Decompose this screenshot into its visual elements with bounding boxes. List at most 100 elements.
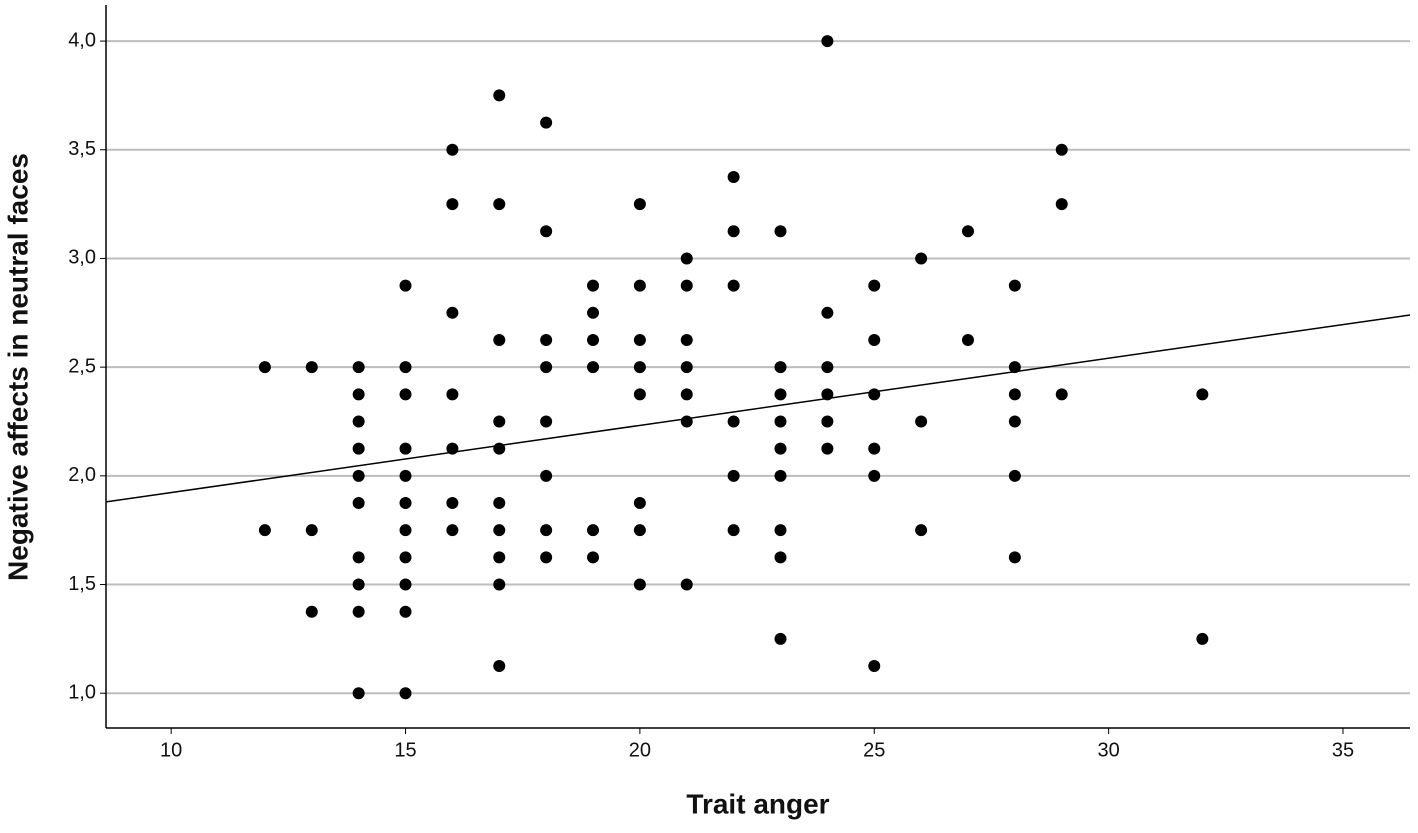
point: [774, 632, 787, 645]
point: [446, 388, 459, 401]
y-tick-label: 4,0: [68, 29, 96, 51]
point: [961, 225, 974, 238]
x-tick-label: 10: [160, 739, 182, 761]
point: [493, 497, 506, 510]
point: [399, 469, 412, 482]
point: [399, 578, 412, 591]
y-tick-label: 1,0: [68, 682, 96, 704]
point: [352, 469, 365, 482]
point: [1008, 388, 1021, 401]
point: [633, 361, 646, 374]
point: [633, 279, 646, 292]
y-tick-label: 2,0: [68, 464, 96, 486]
x-tick-label: 15: [394, 739, 416, 761]
x-axis-title: Trait anger: [686, 788, 829, 819]
point: [493, 551, 506, 564]
point: [352, 687, 365, 700]
point: [540, 524, 553, 537]
point: [399, 497, 412, 510]
point: [915, 252, 928, 265]
point: [352, 442, 365, 455]
point: [961, 333, 974, 346]
point: [915, 524, 928, 537]
point: [305, 605, 318, 618]
point: [540, 361, 553, 374]
point: [540, 225, 553, 238]
point: [540, 469, 553, 482]
point: [727, 415, 740, 428]
point: [446, 497, 459, 510]
point: [1008, 279, 1021, 292]
point: [680, 415, 693, 428]
point: [868, 333, 881, 346]
point: [774, 415, 787, 428]
point: [774, 524, 787, 537]
point: [680, 361, 693, 374]
point: [1008, 469, 1021, 482]
y-tick-label: 2,5: [68, 355, 96, 377]
point: [680, 252, 693, 265]
point: [915, 415, 928, 428]
point: [446, 524, 459, 537]
point: [774, 361, 787, 374]
x-tick-label: 20: [629, 739, 651, 761]
point: [305, 361, 318, 374]
point: [774, 388, 787, 401]
point: [727, 469, 740, 482]
y-tick-label: 3,5: [68, 138, 96, 160]
point: [821, 35, 834, 48]
point: [352, 361, 365, 374]
point: [399, 524, 412, 537]
point: [493, 524, 506, 537]
point: [633, 333, 646, 346]
point: [774, 469, 787, 482]
point: [587, 361, 600, 374]
point: [1008, 551, 1021, 564]
point: [493, 198, 506, 211]
point: [821, 442, 834, 455]
point: [774, 442, 787, 455]
x-tick-label: 30: [1097, 739, 1119, 761]
point: [493, 333, 506, 346]
y-tick-label: 3,0: [68, 247, 96, 269]
x-tick-label: 35: [1332, 739, 1354, 761]
point: [352, 578, 365, 591]
point: [540, 333, 553, 346]
point: [399, 388, 412, 401]
point: [633, 578, 646, 591]
point: [493, 578, 506, 591]
point: [352, 497, 365, 510]
point: [633, 388, 646, 401]
point: [258, 361, 271, 374]
y-axis-title: Negative affects in neutral faces: [2, 153, 33, 581]
point: [587, 524, 600, 537]
point: [587, 279, 600, 292]
point: [352, 415, 365, 428]
point: [540, 116, 553, 129]
fit-line: [105, 314, 1411, 503]
point: [774, 551, 787, 564]
point: [1008, 415, 1021, 428]
point: [446, 198, 459, 211]
point: [1196, 632, 1209, 645]
point: [493, 89, 506, 102]
point: [868, 279, 881, 292]
point: [399, 687, 412, 700]
x-tick-label: 25: [863, 739, 885, 761]
point: [774, 225, 787, 238]
point: [868, 660, 881, 673]
point: [352, 388, 365, 401]
point: [1008, 361, 1021, 374]
point: [633, 524, 646, 537]
point: [587, 333, 600, 346]
point: [399, 605, 412, 618]
point: [1055, 388, 1068, 401]
point: [727, 279, 740, 292]
y-tick-label: 1,5: [68, 573, 96, 595]
point: [680, 578, 693, 591]
point: [868, 388, 881, 401]
point: [1055, 143, 1068, 156]
point: [305, 524, 318, 537]
point: [1055, 198, 1068, 211]
point: [399, 551, 412, 564]
